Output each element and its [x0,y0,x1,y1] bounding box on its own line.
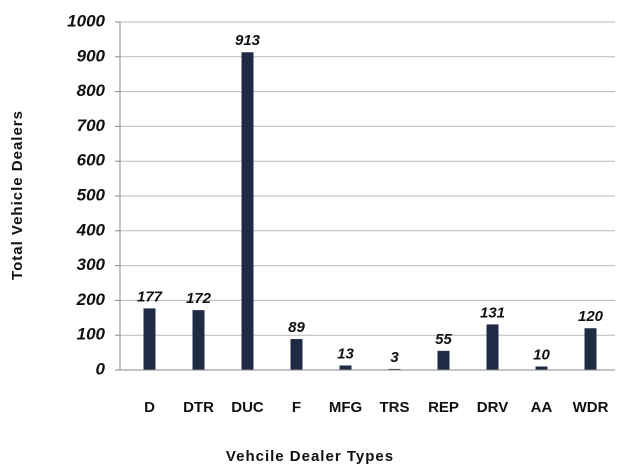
bar [192,310,205,370]
y-tick-label: 700 [77,116,106,135]
x-tick-label: TRS [380,399,410,416]
bar [290,339,303,370]
bar [241,52,254,370]
value-label: 55 [435,331,452,348]
x-tick-label: MFG [329,399,362,416]
value-label: 172 [186,290,212,307]
x-tick-label: D [144,399,155,416]
value-label: 13 [337,345,354,362]
x-tick-label: WDR [573,399,609,416]
value-label: 89 [288,319,305,336]
y-tick-label: 800 [77,81,106,100]
value-label: 177 [137,288,163,305]
bar [339,365,352,370]
x-tick-label: DRV [477,399,508,416]
x-tick-label: DUC [231,399,264,416]
x-tick-label: AA [531,399,553,416]
y-tick-label: 100 [77,325,106,344]
value-label: 3 [390,349,399,366]
y-tick-label: 900 [77,46,106,65]
bar [486,324,499,370]
y-tick-label: 400 [76,220,106,239]
value-label: 120 [578,308,604,325]
bar [143,308,156,370]
value-label: 10 [533,346,550,363]
x-tick-label: F [292,399,301,416]
y-tick-label: 200 [76,290,106,309]
x-axis-title: Vehcile Dealer Types [226,448,394,465]
y-tick-label: 600 [77,151,106,170]
x-tick-label: REP [428,399,459,416]
y-tick-label: 0 [96,359,106,378]
bar [388,368,401,370]
y-tick-label: 500 [77,185,106,204]
x-tick-label: DTR [183,399,214,416]
bar [437,350,450,370]
bar [535,366,548,370]
y-tick-label: 1000 [67,11,105,30]
value-label: 913 [235,32,261,49]
y-axis-title: Total Vehicle Dealers [9,110,26,280]
y-tick-label: 300 [77,255,106,274]
value-label: 131 [480,304,505,321]
bar [584,328,597,370]
